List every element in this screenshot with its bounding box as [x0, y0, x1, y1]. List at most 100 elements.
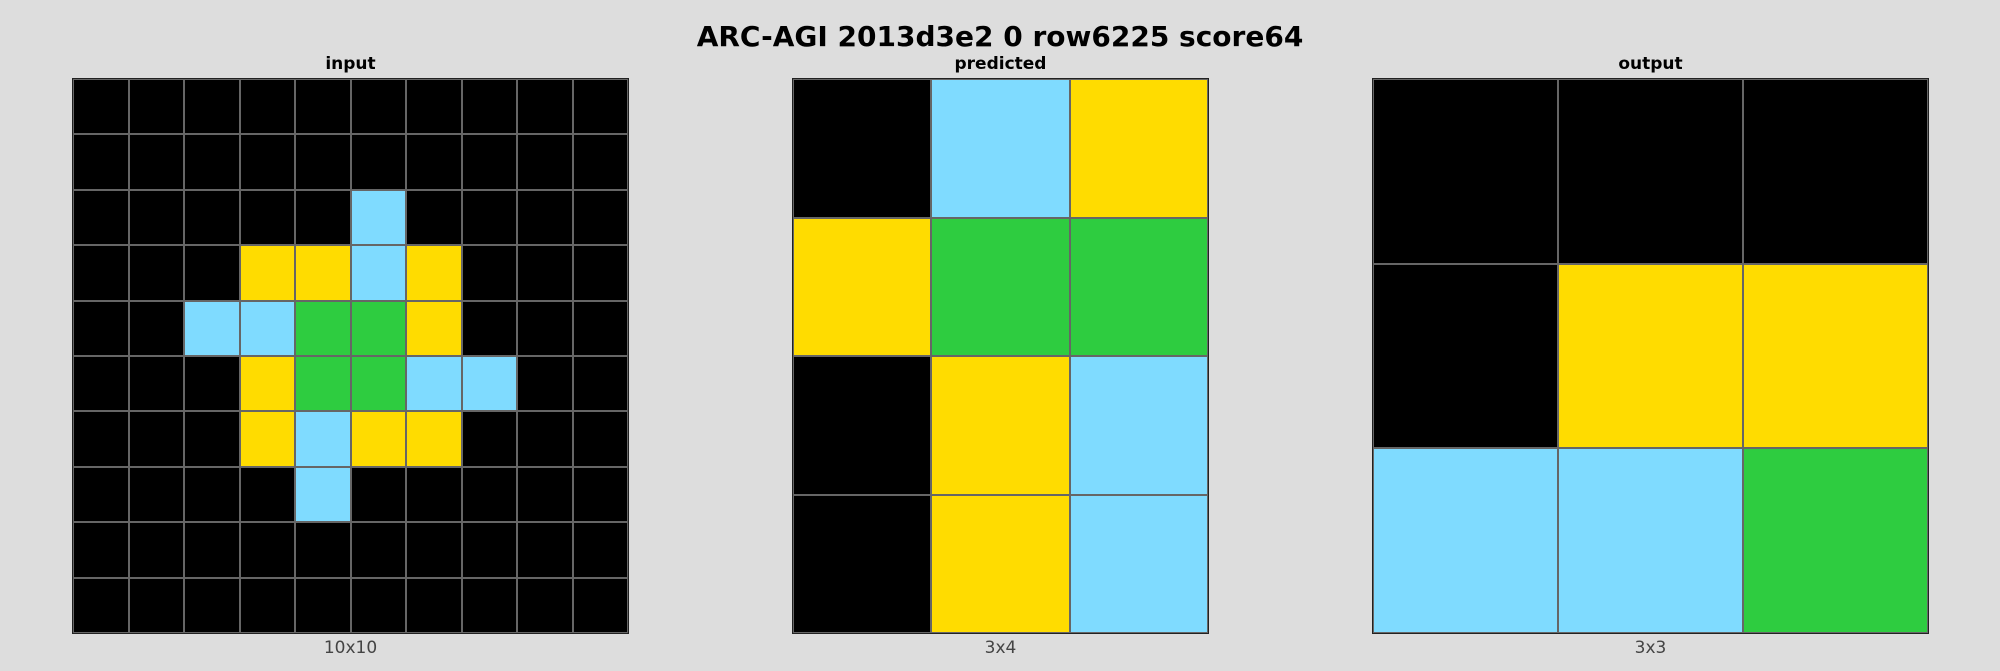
input-cell-r3-c9 — [572, 245, 628, 301]
input-cell-r6-c0 — [73, 411, 129, 467]
input-cell-r2-c2 — [184, 189, 240, 246]
input-cell-r2-c0 — [73, 189, 129, 246]
input-dims: 10x10 — [323, 638, 378, 658]
input-cell-r7-c3 — [239, 466, 295, 523]
output-cell-r1-c2 — [1743, 263, 1928, 449]
input-cell-r8-c2 — [184, 522, 240, 578]
output-cell-r0-c2 — [1743, 79, 1928, 264]
predicted-cell-r1-c1 — [931, 217, 1070, 356]
input-cell-r0-c5 — [350, 79, 406, 135]
input-cell-r6-c5 — [350, 411, 406, 467]
input-cell-r4-c8 — [517, 300, 573, 356]
output-cell-r2-c1 — [1558, 448, 1743, 633]
input-cell-r4-c1 — [128, 300, 184, 356]
output-cell-r2-c2 — [1743, 448, 1928, 633]
input-cell-r3-c8 — [517, 245, 573, 301]
input-cell-r5-c7 — [461, 356, 517, 412]
input-cell-r6-c6 — [406, 411, 462, 467]
input-cell-r4-c6 — [406, 300, 462, 356]
input-cell-r4-c5 — [350, 300, 406, 356]
output-cell-r0-c0 — [1373, 79, 1558, 264]
input-cell-r6-c3 — [239, 411, 295, 467]
predicted-panel: predicted 3x4 — [792, 54, 1209, 664]
input-cell-r0-c4 — [295, 79, 351, 135]
predicted-cell-r3-c0 — [793, 494, 932, 633]
input-label: input — [325, 54, 376, 74]
input-cell-r9-c0 — [73, 577, 129, 633]
input-cell-r8-c8 — [517, 522, 573, 578]
predicted-grid — [792, 78, 1209, 634]
input-cell-r8-c7 — [461, 522, 517, 578]
input-cell-r9-c7 — [461, 577, 517, 633]
input-cell-r6-c2 — [184, 411, 240, 467]
input-cell-r1-c6 — [406, 134, 462, 190]
predicted-cell-r0-c1 — [931, 79, 1070, 218]
input-cell-r5-c1 — [128, 356, 184, 412]
input-cell-r7-c8 — [517, 466, 573, 523]
input-cell-r3-c6 — [406, 245, 462, 301]
input-cell-r5-c2 — [184, 356, 240, 412]
output-dims: 3x3 — [1634, 638, 1667, 658]
input-cell-r6-c9 — [572, 411, 628, 467]
predicted-cell-r3-c1 — [931, 494, 1070, 633]
input-cell-r7-c6 — [406, 466, 462, 523]
predicted-cell-r2-c2 — [1069, 356, 1208, 495]
input-cell-r8-c6 — [406, 522, 462, 578]
output-label: output — [1618, 54, 1683, 74]
input-cell-r1-c0 — [73, 134, 129, 190]
input-cell-r9-c8 — [517, 577, 573, 633]
output-cell-r2-c0 — [1373, 448, 1558, 633]
output-grid — [1372, 78, 1929, 634]
input-cell-r4-c3 — [239, 300, 295, 356]
input-cell-r2-c7 — [461, 189, 517, 246]
input-cell-r0-c6 — [406, 79, 462, 135]
predicted-cell-r1-c2 — [1069, 217, 1208, 356]
predicted-cell-r3-c2 — [1069, 494, 1208, 633]
input-cell-r5-c0 — [73, 356, 129, 412]
input-cell-r4-c7 — [461, 300, 517, 356]
input-cell-r4-c0 — [73, 300, 129, 356]
output-panel: output 3x3 — [1372, 54, 1929, 664]
input-cell-r0-c7 — [461, 79, 517, 135]
input-cell-r5-c3 — [239, 356, 295, 412]
input-cell-r3-c2 — [184, 245, 240, 301]
input-cell-r1-c5 — [350, 134, 406, 190]
input-cell-r2-c9 — [572, 189, 628, 246]
input-cell-r7-c5 — [350, 466, 406, 523]
input-cell-r2-c4 — [295, 189, 351, 246]
input-cell-r4-c9 — [572, 300, 628, 356]
input-cell-r2-c8 — [517, 189, 573, 246]
input-cell-r8-c5 — [350, 522, 406, 578]
predicted-cell-r2-c0 — [793, 356, 932, 495]
input-cell-r1-c1 — [128, 134, 184, 190]
input-cell-r8-c3 — [239, 522, 295, 578]
input-cell-r3-c5 — [350, 245, 406, 301]
input-cell-r0-c1 — [128, 79, 184, 135]
input-cell-r0-c2 — [184, 79, 240, 135]
input-cell-r9-c6 — [406, 577, 462, 633]
input-cell-r3-c1 — [128, 245, 184, 301]
input-cell-r2-c6 — [406, 189, 462, 246]
input-cell-r3-c3 — [239, 245, 295, 301]
predicted-cell-r1-c0 — [793, 217, 932, 356]
input-cell-r7-c9 — [572, 466, 628, 523]
input-cell-r6-c4 — [295, 411, 351, 467]
input-cell-r1-c7 — [461, 134, 517, 190]
predicted-label: predicted — [954, 54, 1047, 74]
input-cell-r6-c7 — [461, 411, 517, 467]
input-cell-r7-c1 — [128, 466, 184, 523]
input-cell-r6-c8 — [517, 411, 573, 467]
predicted-cell-r2-c1 — [931, 356, 1070, 495]
input-cell-r9-c3 — [239, 577, 295, 633]
input-cell-r9-c9 — [572, 577, 628, 633]
input-cell-r0-c9 — [572, 79, 628, 135]
predicted-cell-r0-c2 — [1069, 79, 1208, 218]
input-cell-r8-c9 — [572, 522, 628, 578]
input-cell-r0-c0 — [73, 79, 129, 135]
input-cell-r7-c4 — [295, 466, 351, 523]
input-cell-r2-c3 — [239, 189, 295, 246]
input-cell-r3-c0 — [73, 245, 129, 301]
input-grid — [72, 78, 629, 634]
output-cell-r0-c1 — [1558, 79, 1743, 264]
input-cell-r5-c9 — [572, 356, 628, 412]
